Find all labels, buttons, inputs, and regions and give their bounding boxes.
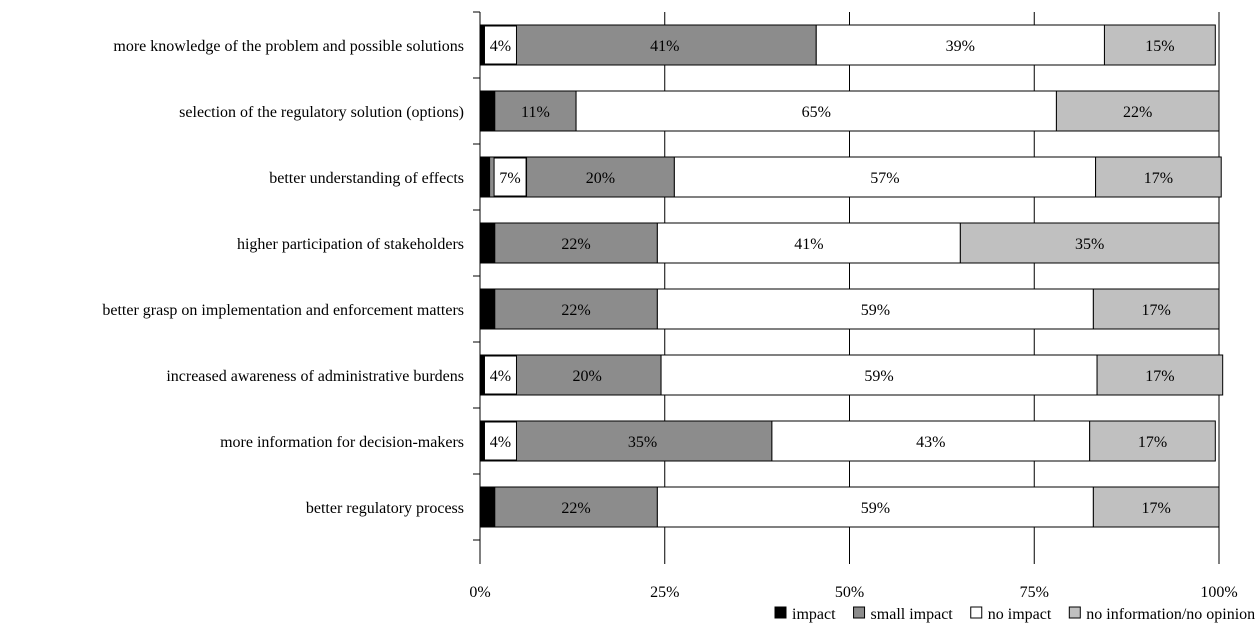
- data-label-box: [483, 355, 517, 395]
- bar-segment: [575, 90, 1057, 132]
- bar-segment: [673, 156, 1097, 198]
- bar-segment: [526, 156, 675, 198]
- category-label: better grasp on implementation and enfor…: [102, 302, 464, 319]
- data-label: 17%: [1142, 500, 1171, 517]
- bar-segment: [959, 222, 1220, 264]
- bar-segment: [512, 354, 662, 396]
- data-label: 22%: [561, 500, 590, 517]
- bar-segment: [1055, 90, 1220, 132]
- data-label-box: [483, 25, 517, 65]
- data-label: 35%: [1075, 236, 1104, 253]
- data-label: 22%: [1123, 104, 1152, 121]
- data-label: 20%: [572, 368, 601, 385]
- bar-segment: [1089, 420, 1216, 462]
- data-label: 17%: [1138, 434, 1167, 451]
- bar-segment: [494, 486, 658, 528]
- data-label: 43%: [916, 434, 945, 451]
- legend-label: no impact: [988, 606, 1052, 623]
- bar-segment: [479, 24, 485, 66]
- legend-label: no information/no opinion: [1086, 606, 1255, 623]
- bar-segment: [479, 420, 485, 462]
- data-label: 4%: [490, 38, 511, 55]
- bar-segment: [512, 24, 817, 66]
- category-label: better regulatory process: [306, 500, 464, 517]
- bar-segment: [479, 156, 491, 198]
- data-label: 11%: [521, 104, 550, 121]
- bar-segment: [494, 90, 577, 132]
- data-label: 17%: [1145, 368, 1174, 385]
- bar-segment: [479, 222, 496, 264]
- data-label: 41%: [794, 236, 823, 253]
- data-label-box: [493, 157, 527, 197]
- data-label: 39%: [946, 38, 975, 55]
- legend-label: impact: [792, 606, 836, 623]
- bar-segment: [1096, 354, 1224, 396]
- category-label: more knowledge of the problem and possib…: [113, 38, 464, 55]
- bar-segment: [1092, 288, 1220, 330]
- bar-segment: [479, 486, 496, 528]
- data-label: 15%: [1145, 38, 1174, 55]
- bar-segment: [479, 288, 496, 330]
- legend-label: small impact: [871, 606, 954, 623]
- data-label: 41%: [650, 38, 679, 55]
- legend-swatch: [1068, 606, 1081, 619]
- labels: 4% 41% 39% 15% more knowledge of the problem…: [102, 25, 1238, 601]
- data-label: 4%: [490, 434, 511, 451]
- data-label: 59%: [861, 302, 890, 319]
- category-label: better understanding of effects: [269, 170, 464, 187]
- legend-swatch: [774, 606, 787, 619]
- bars: [479, 24, 1224, 528]
- bar-segment: [656, 486, 1094, 528]
- category-label: more information for decision-makers: [220, 434, 464, 451]
- data-label: 35%: [628, 434, 657, 451]
- bar-segment: [815, 24, 1105, 66]
- data-label: 7%: [499, 170, 520, 187]
- category-label: selection of the regulatory solution (op…: [179, 104, 464, 121]
- data-label: 65%: [802, 104, 831, 121]
- data-label: 4%: [490, 368, 511, 385]
- bar-segment: [494, 222, 658, 264]
- data-label: 17%: [1144, 170, 1173, 187]
- bar-segment: [479, 90, 496, 132]
- x-tick-label: 50%: [835, 584, 864, 601]
- bar-segment: [479, 354, 485, 396]
- category-label: higher participation of stakeholders: [237, 236, 464, 253]
- bar-segment: [656, 222, 961, 264]
- data-label-box: [483, 421, 517, 461]
- bar-segment: [1092, 486, 1220, 528]
- x-tick-label: 0%: [469, 584, 490, 601]
- legend-swatch: [853, 606, 866, 619]
- axes: [473, 11, 481, 564]
- data-label: 22%: [561, 236, 590, 253]
- data-label: 57%: [870, 170, 899, 187]
- legend: impact small impact no impact no informatio…: [774, 606, 1255, 623]
- x-tick-label: 100%: [1200, 584, 1237, 601]
- bar-segment: [1095, 156, 1222, 198]
- bar-segment: [771, 420, 1091, 462]
- data-label: 20%: [586, 170, 615, 187]
- data-label: 22%: [561, 302, 590, 319]
- bar-segment: [660, 354, 1098, 396]
- x-tick-label: 25%: [650, 584, 679, 601]
- data-label: 59%: [861, 500, 890, 517]
- data-label: 17%: [1142, 302, 1171, 319]
- data-label: 59%: [864, 368, 893, 385]
- x-tick-label: 75%: [1020, 584, 1049, 601]
- category-label: increased awareness of administrative bu…: [166, 368, 464, 385]
- legend-swatch: [970, 606, 983, 619]
- bar-segment: [1103, 24, 1216, 66]
